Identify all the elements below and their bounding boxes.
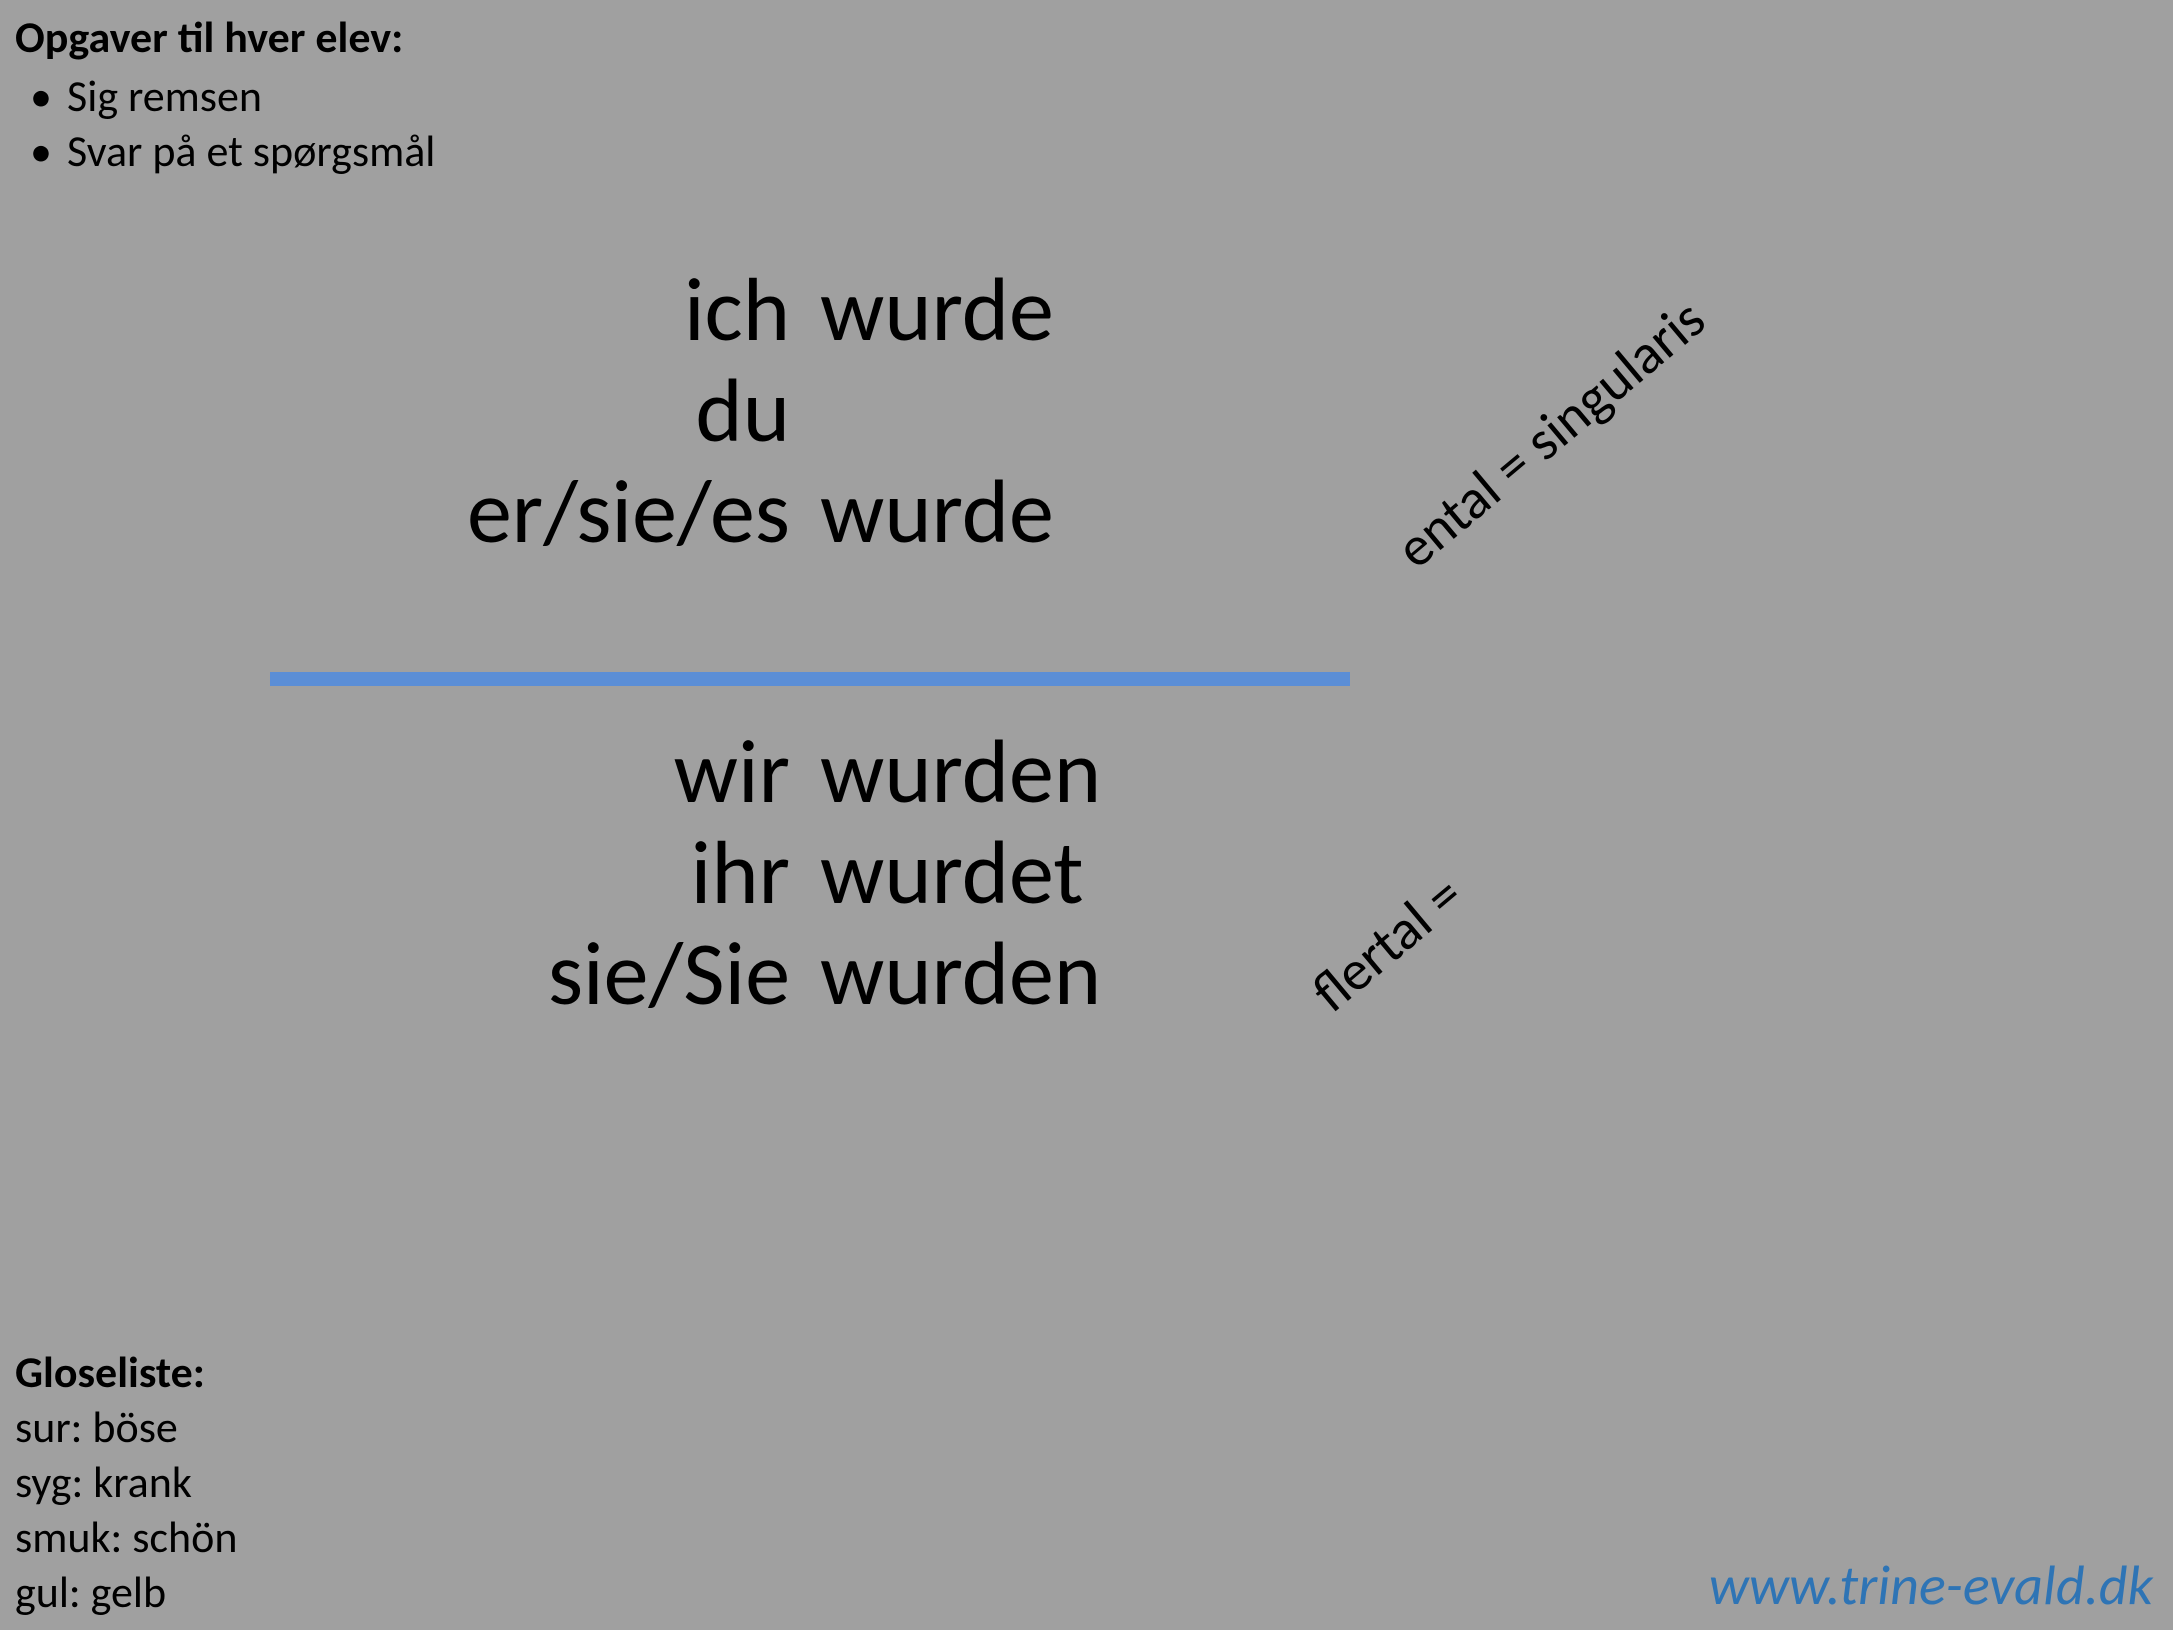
conjugation-plural: wir wurden ihr wurdet sie/Sie wurden — [390, 722, 1200, 1024]
glossary-entry: gul: gelb — [15, 1565, 237, 1620]
verb-form: wurden — [820, 924, 1200, 1025]
task-item: Sig remsen — [15, 69, 435, 124]
pronoun: ihr — [390, 823, 820, 924]
verb-form — [820, 361, 1200, 462]
verb-form: wurden — [820, 722, 1200, 823]
conjugation-row: du — [390, 361, 1200, 462]
verb-form: wurde — [820, 462, 1200, 563]
verb-form: wurdet — [820, 823, 1200, 924]
tasks-block: Opgaver til hver elev: Sig remsen Svar p… — [15, 10, 435, 179]
verb-form: wurde — [820, 260, 1200, 361]
pronoun: ich — [390, 260, 820, 361]
website-url: www.trine-evald.dk — [1709, 1552, 2153, 1620]
pronoun: sie/Sie — [390, 924, 820, 1025]
task-item: Svar på et spørgsmål — [15, 124, 435, 179]
pronoun: wir — [390, 722, 820, 823]
conjugation-row: wir wurden — [390, 722, 1200, 823]
conjugation-row: ich wurde — [390, 260, 1200, 361]
pronoun: er/sie/es — [390, 462, 820, 563]
label-plural: flertal = — [1299, 862, 1477, 1027]
glossary-entry: syg: krank — [15, 1455, 237, 1510]
glossary-entry: smuk: schön — [15, 1510, 237, 1565]
label-singular: ental = singularis — [1383, 285, 1719, 582]
conjugation-row: er/sie/es wurde — [390, 462, 1200, 563]
pronoun: du — [390, 361, 820, 462]
conjugation-singular: ich wurde du er/sie/es wurde — [390, 260, 1200, 562]
divider-line — [270, 672, 1350, 686]
conjugation-row: ihr wurdet — [390, 823, 1200, 924]
tasks-list: Sig remsen Svar på et spørgsmål — [15, 69, 435, 179]
glossary-entry: sur: böse — [15, 1400, 237, 1455]
tasks-title: Opgaver til hver elev: — [15, 10, 435, 65]
glossary-title: Gloseliste: — [15, 1345, 237, 1400]
conjugation-row: sie/Sie wurden — [390, 924, 1200, 1025]
glossary-block: Gloseliste: sur: böse syg: krank smuk: s… — [15, 1345, 237, 1620]
